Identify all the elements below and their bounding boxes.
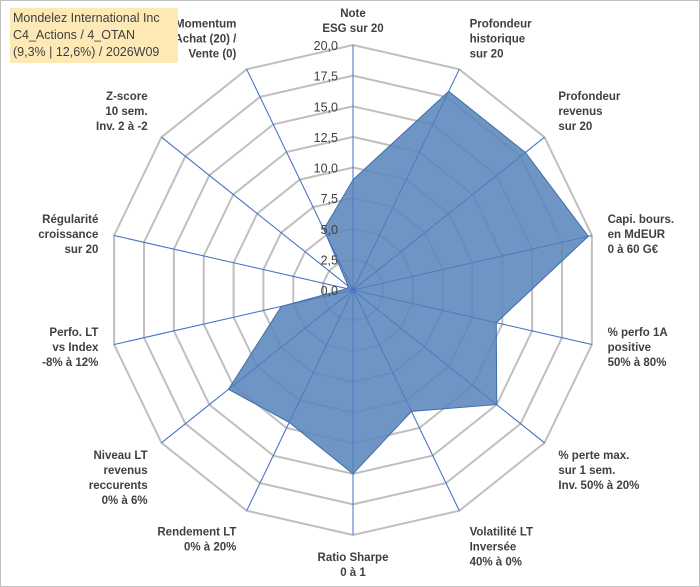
axis-label: Perfo. LT vs Index -8% à 12% bbox=[42, 327, 99, 369]
chart-title-box: Mondelez International Inc C4_Actions / … bbox=[10, 8, 178, 63]
axis-label: Note ESG sur 20 bbox=[322, 8, 383, 35]
axis-spoke-overlay bbox=[352, 289, 545, 444]
axis-spoke-overlay bbox=[161, 289, 354, 444]
axis-spoke-overlay bbox=[114, 235, 354, 291]
axis-label: Profondeur revenus sur 20 bbox=[558, 91, 620, 133]
performance-label: (9,3% | 12,6%) / 2026W09 bbox=[13, 45, 160, 59]
axis-label: Ratio Sharpe 0 à 1 bbox=[318, 552, 389, 579]
company-name: Mondelez International Inc bbox=[13, 11, 160, 25]
axis-label: Capi. bours. en MdEUR 0 à 60 G€ bbox=[608, 214, 674, 256]
axis-spoke-overlay bbox=[114, 289, 354, 345]
tick-label: 15,0 bbox=[314, 100, 338, 114]
tick-label: 2,5 bbox=[321, 253, 338, 267]
radar-axis-labels: Note ESG sur 20 Profondeur historique sur 20… bbox=[38, 8, 674, 579]
axis-label: Profondeur historique sur 20 bbox=[470, 18, 532, 60]
axis-label: Régularité croissance sur 20 bbox=[38, 214, 98, 256]
axis-label: Niveau LT revenus reccurents 0% à 6% bbox=[89, 450, 148, 507]
axis-label: % perfo 1A positive 50% à 80% bbox=[608, 327, 668, 369]
tick-label: 7,5 bbox=[321, 192, 338, 206]
axis-spoke-overlay bbox=[352, 235, 592, 291]
radar-tick-labels: 0,0 2,5 5,0 7,5 10,0 12,5 15,0 17,5 20,0 bbox=[314, 39, 338, 298]
axis-label: Z-score 10 sem. Inv. 2 à -2 bbox=[96, 91, 148, 133]
radar-series bbox=[114, 45, 592, 535]
tick-label: 10,0 bbox=[314, 162, 338, 176]
tick-label: 20,0 bbox=[314, 39, 338, 53]
axis-spoke-overlay bbox=[352, 136, 545, 291]
axis-label: Momentum Achat (20) / Vente (0) bbox=[174, 18, 237, 60]
tick-label: 5,0 bbox=[321, 223, 338, 237]
axis-spoke-overlay bbox=[352, 69, 460, 291]
axis-label: Volatilité LT Inversée 40% à 0% bbox=[470, 527, 533, 569]
tick-label: 12,5 bbox=[314, 131, 338, 145]
axis-label: Rendement LT 0% à 20% bbox=[157, 527, 236, 554]
portfolio-label: C4_Actions / 4_OTAN bbox=[13, 28, 136, 42]
tick-label: 0,0 bbox=[321, 284, 338, 298]
axis-spoke-overlay bbox=[246, 289, 354, 511]
series-area bbox=[227, 90, 589, 475]
axis-spoke-overlay bbox=[352, 289, 592, 345]
axis-spoke-overlay bbox=[161, 136, 354, 291]
axis-label: % perte max. sur 1 sem. Inv. 50% à 20% bbox=[558, 450, 639, 492]
tick-label: 17,5 bbox=[314, 70, 338, 84]
axis-spoke-overlay bbox=[352, 289, 460, 511]
axis-spoke-overlay bbox=[246, 69, 354, 291]
